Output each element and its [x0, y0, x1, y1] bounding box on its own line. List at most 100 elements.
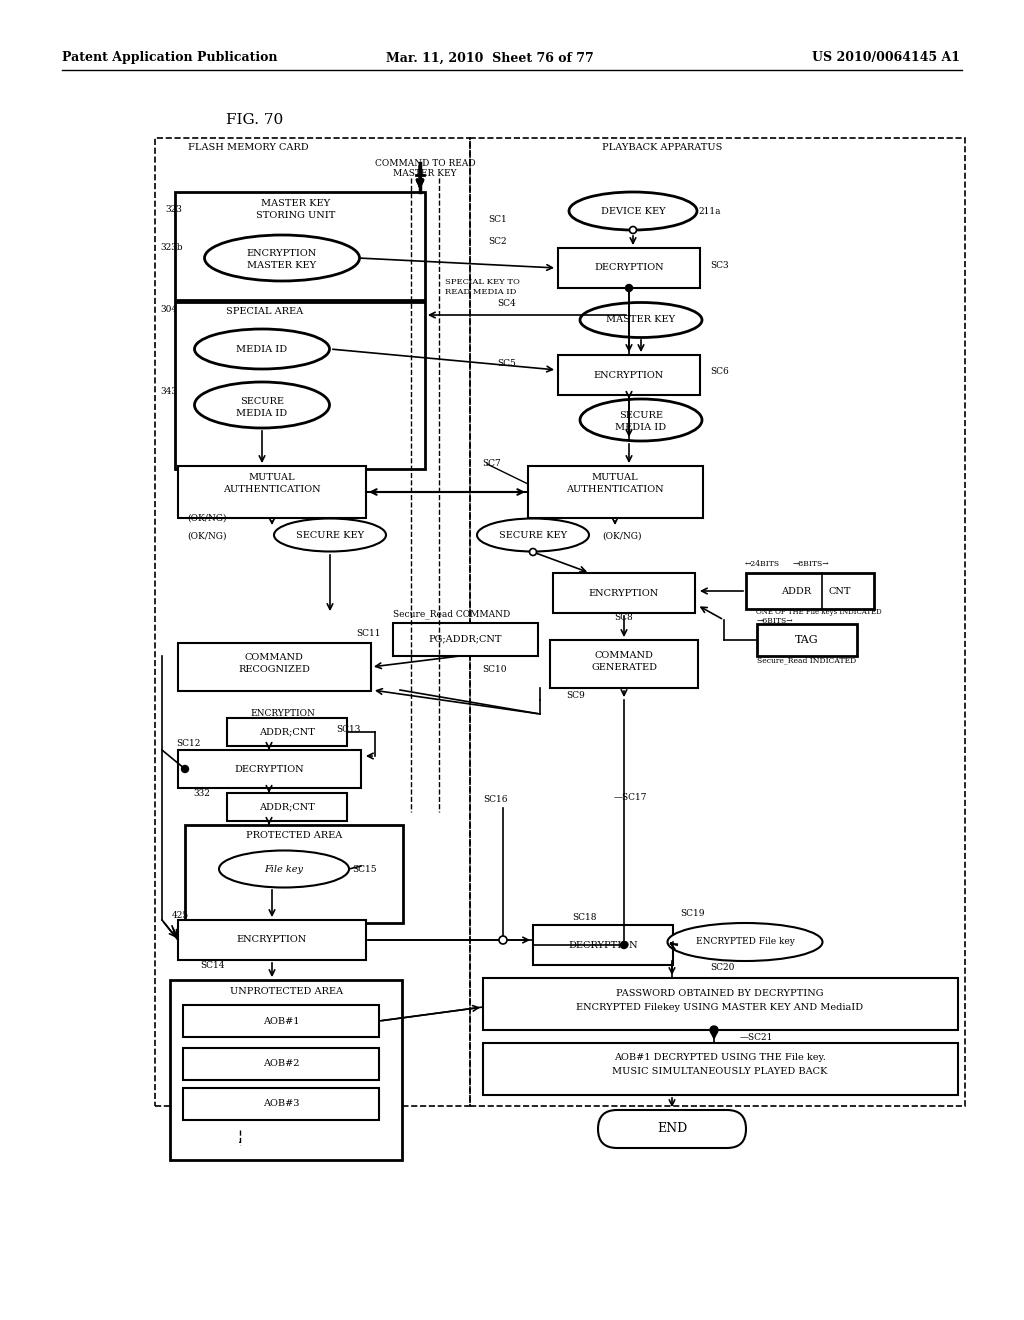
Text: FLASH MEMORY CARD: FLASH MEMORY CARD — [187, 143, 308, 152]
Circle shape — [621, 941, 628, 949]
FancyBboxPatch shape — [178, 643, 371, 690]
Text: SC6: SC6 — [710, 367, 729, 376]
Text: SC10: SC10 — [482, 665, 507, 675]
Text: ENCRYPTION: ENCRYPTION — [247, 249, 317, 259]
Text: Secure_Read INDICATED: Secure_Read INDICATED — [757, 656, 856, 664]
Text: MASTER KEY: MASTER KEY — [261, 198, 331, 207]
FancyBboxPatch shape — [183, 1048, 379, 1080]
Text: (OK/NG): (OK/NG) — [187, 532, 226, 540]
Text: MASTER KEY: MASTER KEY — [248, 261, 316, 271]
Text: Secure_Read COMMAND: Secure_Read COMMAND — [393, 609, 510, 619]
Text: File key: File key — [264, 865, 303, 874]
FancyBboxPatch shape — [528, 466, 703, 517]
Text: GENERATED: GENERATED — [591, 664, 657, 672]
FancyBboxPatch shape — [553, 573, 695, 612]
Text: SC15: SC15 — [352, 865, 377, 874]
Text: AUTHENTICATION: AUTHENTICATION — [566, 486, 664, 495]
FancyBboxPatch shape — [183, 1005, 379, 1038]
Text: MASTER KEY: MASTER KEY — [606, 315, 676, 325]
Text: .: . — [239, 1135, 242, 1144]
Text: Mar. 11, 2010  Sheet 76 of 77: Mar. 11, 2010 Sheet 76 of 77 — [386, 51, 594, 65]
FancyBboxPatch shape — [393, 623, 538, 656]
Text: SECURE: SECURE — [618, 412, 663, 421]
Text: 323b: 323b — [160, 243, 182, 252]
FancyBboxPatch shape — [178, 750, 361, 788]
FancyBboxPatch shape — [483, 978, 958, 1030]
Text: SC20: SC20 — [710, 964, 734, 973]
Text: 211a: 211a — [698, 206, 721, 215]
Circle shape — [181, 766, 188, 772]
Ellipse shape — [219, 850, 349, 887]
Text: TAG: TAG — [796, 635, 819, 645]
Text: 332: 332 — [193, 788, 210, 797]
Text: ENCRYPTED File key: ENCRYPTED File key — [695, 937, 795, 946]
Text: SC18: SC18 — [572, 913, 597, 923]
Ellipse shape — [205, 235, 359, 281]
FancyBboxPatch shape — [598, 1110, 746, 1148]
Text: MUTUAL: MUTUAL — [249, 474, 295, 483]
Text: SC14: SC14 — [200, 961, 224, 970]
Text: SECURE KEY: SECURE KEY — [296, 531, 365, 540]
Text: SC11: SC11 — [356, 628, 381, 638]
Text: READ MEDIA ID: READ MEDIA ID — [445, 288, 516, 296]
Circle shape — [630, 227, 637, 234]
FancyBboxPatch shape — [550, 640, 698, 688]
Text: DECRYPTION: DECRYPTION — [568, 940, 638, 949]
Text: DECRYPTION: DECRYPTION — [594, 264, 664, 272]
Text: AOB#1 DECRYPTED USING THE File key.: AOB#1 DECRYPTED USING THE File key. — [614, 1053, 826, 1063]
FancyBboxPatch shape — [558, 355, 700, 395]
Ellipse shape — [668, 923, 822, 961]
Circle shape — [499, 936, 507, 944]
Text: SPECIAL AREA: SPECIAL AREA — [226, 308, 303, 317]
Text: (OK/NG): (OK/NG) — [187, 513, 226, 523]
Text: SC5: SC5 — [497, 359, 516, 367]
Text: COMMAND: COMMAND — [245, 652, 303, 661]
Text: 304: 304 — [160, 305, 177, 314]
Text: →8BITS→: →8BITS→ — [793, 560, 829, 568]
Text: FIG. 70: FIG. 70 — [226, 114, 284, 127]
Text: DEVICE KEY: DEVICE KEY — [601, 206, 666, 215]
Text: END: END — [656, 1122, 687, 1135]
FancyBboxPatch shape — [227, 793, 347, 821]
Text: RECOGNIZED: RECOGNIZED — [238, 664, 310, 673]
FancyBboxPatch shape — [746, 573, 874, 609]
Text: ONE OF THE File keys INDICATED: ONE OF THE File keys INDICATED — [756, 609, 882, 616]
Text: MEDIA ID: MEDIA ID — [615, 424, 667, 433]
Text: ADDR;CNT: ADDR;CNT — [259, 727, 315, 737]
Text: ENCRYPTED Filekey USING MASTER KEY AND MediaID: ENCRYPTED Filekey USING MASTER KEY AND M… — [577, 1002, 863, 1011]
Text: SC2: SC2 — [488, 238, 507, 247]
Text: SC4: SC4 — [497, 298, 516, 308]
FancyBboxPatch shape — [227, 718, 347, 746]
Text: DECRYPTION: DECRYPTION — [234, 764, 304, 774]
FancyBboxPatch shape — [170, 979, 402, 1160]
Text: 425: 425 — [172, 912, 189, 920]
Text: AOB#2: AOB#2 — [263, 1060, 299, 1068]
Circle shape — [626, 285, 633, 292]
Text: —SC17: —SC17 — [614, 793, 647, 803]
Text: AUTHENTICATION: AUTHENTICATION — [223, 486, 321, 495]
Text: COMMAND: COMMAND — [595, 652, 653, 660]
Text: CNT: CNT — [828, 586, 851, 595]
Text: ↔24BITS: ↔24BITS — [745, 560, 780, 568]
Text: MEDIA ID: MEDIA ID — [237, 408, 288, 417]
Text: SC9: SC9 — [566, 690, 585, 700]
Ellipse shape — [195, 329, 330, 370]
Text: SPECIAL KEY TO: SPECIAL KEY TO — [445, 279, 520, 286]
Text: SECURE: SECURE — [240, 396, 284, 405]
Text: SC16: SC16 — [483, 796, 508, 804]
Ellipse shape — [580, 399, 702, 441]
Text: ENCRYPTION: ENCRYPTION — [594, 371, 665, 380]
FancyBboxPatch shape — [183, 1088, 379, 1119]
Ellipse shape — [580, 302, 702, 338]
Ellipse shape — [195, 381, 330, 428]
Text: SC7: SC7 — [482, 459, 501, 469]
Text: —SC21: —SC21 — [740, 1034, 773, 1043]
FancyBboxPatch shape — [558, 248, 700, 288]
Text: SC19: SC19 — [680, 909, 705, 919]
Circle shape — [710, 1026, 718, 1034]
Text: PG;ADDR;CNT: PG;ADDR;CNT — [428, 635, 502, 644]
Text: PROTECTED AREA: PROTECTED AREA — [246, 830, 342, 840]
Text: MASTER KEY: MASTER KEY — [393, 169, 457, 178]
Text: COMMAND TO READ: COMMAND TO READ — [375, 158, 475, 168]
Text: (OK/NG): (OK/NG) — [602, 532, 642, 540]
